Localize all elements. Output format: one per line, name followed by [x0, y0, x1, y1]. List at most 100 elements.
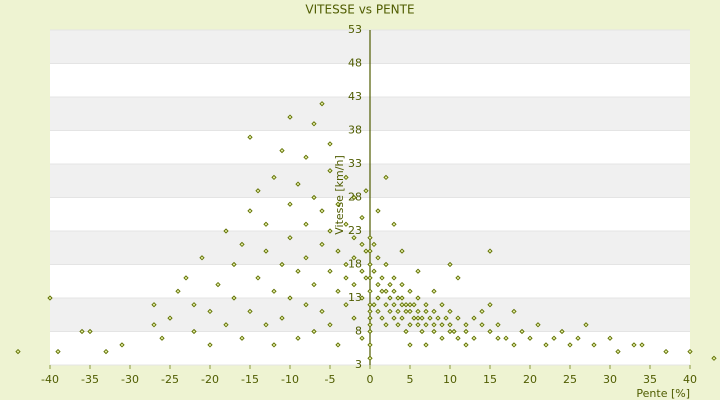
data-point [411, 302, 417, 308]
data-point [415, 295, 421, 301]
data-point [271, 288, 277, 294]
data-point [395, 322, 401, 328]
y-tick-label: 23 [348, 224, 362, 237]
data-point [319, 241, 325, 248]
plot-area: Vitesse [km/h] [50, 29, 690, 366]
data-point [431, 322, 437, 328]
data-point [415, 315, 421, 321]
data-point [399, 281, 405, 288]
data-point [439, 302, 445, 308]
data-point [351, 281, 357, 288]
data-point [407, 322, 413, 328]
data-point [399, 315, 405, 321]
data-point [167, 315, 173, 321]
data-point [295, 268, 301, 274]
data-point [287, 114, 293, 120]
data-point [359, 214, 365, 221]
data-point [199, 255, 205, 261]
data-point [423, 342, 429, 348]
data-point [663, 348, 669, 355]
data-point [419, 328, 425, 335]
data-point [151, 302, 157, 308]
data-point [431, 308, 437, 315]
data-point [363, 188, 369, 194]
data-point [311, 328, 317, 335]
data-point [303, 302, 309, 308]
data-point [463, 322, 469, 328]
y-tick-label: 18 [348, 258, 362, 271]
data-point [359, 335, 365, 341]
data-point [343, 275, 349, 281]
data-point [247, 134, 253, 140]
data-point [383, 174, 389, 181]
y-tick-label: 13 [348, 291, 362, 304]
data-point [447, 322, 453, 328]
data-point [359, 268, 365, 274]
data-point [407, 288, 413, 294]
data-point [435, 315, 441, 321]
data-point [379, 288, 385, 294]
data-point [367, 355, 373, 361]
data-point [343, 221, 349, 227]
data-point [351, 235, 357, 241]
data-point [287, 295, 293, 301]
data-point [495, 322, 501, 328]
data-point [407, 302, 413, 308]
x-tick-label: 40 [683, 373, 697, 386]
data-point [215, 281, 221, 288]
data-point [455, 315, 461, 321]
data-point [247, 308, 253, 315]
y-tick-label: 53 [348, 23, 362, 36]
data-point [327, 168, 333, 174]
data-point [335, 288, 341, 294]
data-point [447, 261, 453, 268]
data-point [371, 241, 377, 248]
data-point [239, 241, 245, 248]
data-point [711, 355, 717, 361]
data-point [371, 302, 377, 308]
data-point [263, 221, 269, 227]
data-point [335, 248, 341, 254]
data-point [363, 275, 369, 281]
data-point [631, 342, 637, 348]
data-point [383, 288, 389, 294]
data-point [607, 335, 613, 341]
data-point [279, 315, 285, 321]
data-point [183, 275, 189, 281]
data-point [687, 348, 693, 355]
data-point [311, 121, 317, 127]
data-point [175, 288, 181, 294]
data-point [559, 328, 565, 335]
y-tick-label: 43 [348, 90, 362, 103]
data-point [351, 315, 357, 321]
data-point [255, 275, 261, 281]
data-point [479, 308, 485, 315]
data-point [47, 295, 53, 301]
x-tick-label: -35 [81, 373, 99, 386]
data-point [79, 328, 85, 335]
data-point [383, 322, 389, 328]
data-point [431, 328, 437, 335]
data-point [311, 194, 317, 201]
x-tick-label: -30 [121, 373, 139, 386]
x-tick-label: 25 [563, 373, 577, 386]
data-point [387, 281, 393, 288]
data-point [447, 328, 453, 335]
data-point [495, 335, 501, 341]
data-point [543, 342, 549, 348]
data-point [395, 308, 401, 315]
data-point [271, 342, 277, 348]
data-point [359, 241, 365, 248]
x-tick-label: 30 [603, 373, 617, 386]
x-tick-label: 35 [643, 373, 657, 386]
data-point [387, 308, 393, 315]
data-point [343, 302, 349, 308]
data-point [207, 308, 213, 315]
data-point [119, 342, 125, 348]
data-point [399, 302, 405, 308]
data-point [327, 141, 333, 147]
data-point [351, 255, 357, 261]
data-point [375, 295, 381, 301]
data-point [391, 288, 397, 294]
